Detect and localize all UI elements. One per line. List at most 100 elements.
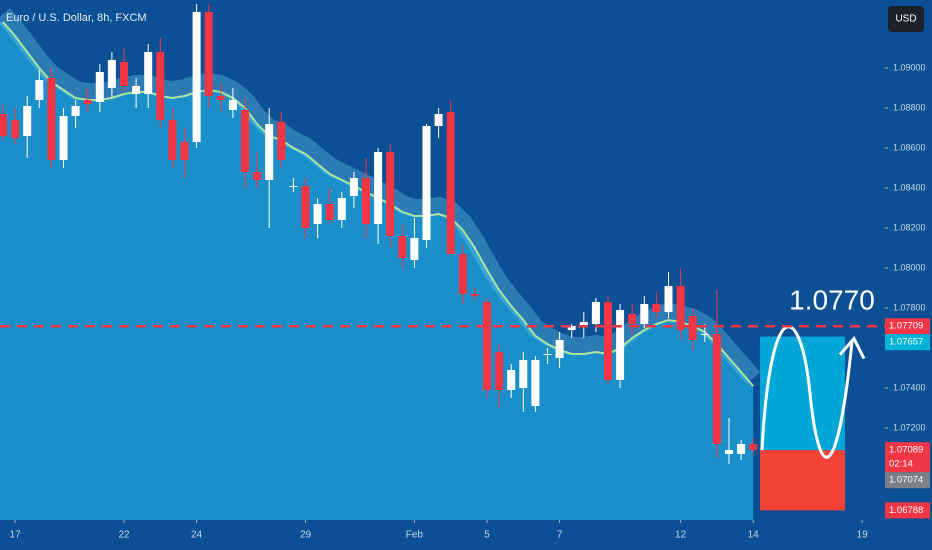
candle-body [265, 124, 274, 180]
x-tick-label: 7 [557, 530, 563, 541]
candle-body [688, 316, 697, 340]
y-tick-label: 1.08200 [893, 222, 926, 232]
candle-body [216, 96, 225, 100]
candle-body [652, 304, 661, 312]
candle-body [628, 314, 637, 324]
candle-body [349, 178, 358, 196]
x-tick-label: 24 [191, 530, 203, 541]
candle-body [71, 106, 80, 116]
y-tick-label: 1.09000 [893, 62, 926, 72]
candle-body [567, 326, 576, 330]
candle-body [362, 178, 370, 224]
x-tick-label: 14 [748, 530, 760, 541]
candle-body [712, 334, 721, 444]
candle-body [386, 152, 395, 236]
candle-body [519, 360, 528, 388]
chart-title: Euro / U.S. Dollar, 8h, FXCM [6, 12, 147, 24]
candle-body [83, 100, 92, 104]
price-label: 1.07074 [889, 475, 923, 486]
y-tick-label: 1.08600 [893, 142, 926, 152]
candle-body [531, 360, 540, 406]
candle-body [289, 186, 298, 187]
candle-body [725, 450, 733, 454]
x-tick-label: Feb [406, 530, 424, 541]
candle-body [144, 52, 153, 94]
price-label: 1.07709 [889, 321, 923, 332]
price-label-bg [885, 472, 930, 489]
candle-body [313, 204, 322, 224]
price-label-bg [885, 442, 930, 473]
candle-body [277, 122, 286, 160]
candle-body [180, 142, 189, 160]
candle-body [507, 370, 516, 390]
y-tick-label: 1.08800 [893, 102, 926, 112]
candle-body [0, 114, 7, 136]
x-tick-label: 22 [118, 530, 130, 541]
projection-path [760, 325, 854, 459]
candle-body [241, 110, 249, 172]
candle-body [192, 12, 201, 142]
candle-body [470, 294, 479, 296]
x-tick-label: 12 [675, 530, 687, 541]
candle-body [543, 354, 552, 355]
candle-body [228, 100, 237, 110]
candle-body [434, 114, 443, 126]
projection-arrow [838, 335, 866, 360]
y-tick-label: 1.07800 [893, 302, 926, 312]
candle-body [204, 12, 213, 96]
currency-label[interactable]: USD [895, 14, 916, 25]
price-label: 1.07089 [889, 445, 923, 456]
x-tick-label: 5 [484, 530, 490, 541]
countdown: 02:14 [889, 459, 913, 470]
y-tick-label: 1.08000 [893, 262, 926, 272]
candle-body [11, 120, 20, 138]
candle-body [458, 254, 467, 294]
price-label: 1.07657 [889, 337, 923, 348]
candle-body [95, 72, 104, 102]
candle-body [107, 60, 116, 88]
x-tick-label: 29 [300, 530, 312, 541]
price-label-bg [885, 502, 930, 519]
candle-body [483, 302, 491, 390]
candle-body [59, 116, 68, 160]
candle-body [374, 152, 383, 224]
candle-body [446, 112, 455, 254]
x-tick-label: 17 [10, 530, 22, 541]
candle-body [253, 172, 262, 180]
candle-body [579, 322, 588, 326]
price-label-bg [885, 318, 930, 335]
candle-body [156, 52, 165, 120]
candle-body [35, 80, 44, 100]
candle-body [749, 444, 758, 450]
y-tick-label: 1.08400 [893, 182, 926, 192]
currency-button[interactable] [888, 6, 924, 32]
candle-body [325, 204, 334, 220]
y-tick-label: 1.07400 [893, 382, 926, 392]
candle-body [495, 352, 504, 390]
plot-area [0, 4, 885, 520]
candle-body [591, 302, 600, 324]
candle-body [398, 236, 407, 258]
candle-body [337, 198, 346, 220]
candle-body [132, 86, 141, 94]
candle-body [555, 340, 564, 358]
target-annotation: 1.0770 [789, 285, 875, 316]
candle-body [47, 78, 56, 160]
candle-body [410, 238, 419, 260]
candle-body [676, 286, 685, 330]
x-tick-label: 19 [857, 530, 869, 541]
candle-body [301, 186, 310, 228]
candle-body [120, 62, 128, 86]
price-label: 1.06788 [889, 505, 923, 516]
price-label-bg [885, 334, 930, 351]
candle-body [700, 334, 709, 335]
candle-body [664, 286, 673, 312]
candle-body [422, 126, 431, 240]
candle-body [23, 106, 32, 136]
candle-body [604, 302, 612, 380]
candle-body [168, 120, 177, 160]
candle-body [737, 444, 746, 454]
candle-body [616, 310, 625, 380]
projection-down [760, 450, 845, 511]
